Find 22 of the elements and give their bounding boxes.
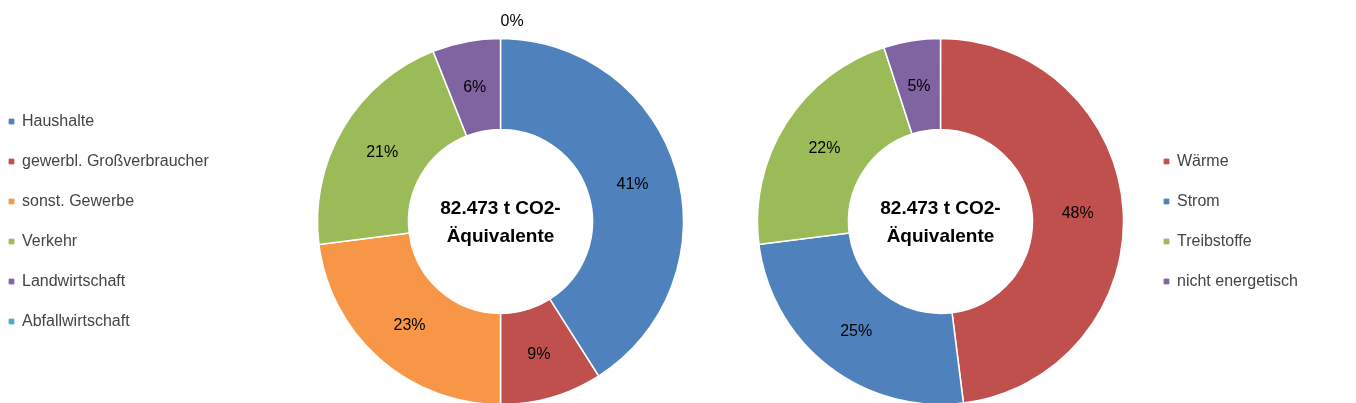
data-label: 9% bbox=[527, 345, 551, 363]
data-label: 6% bbox=[463, 77, 487, 95]
text: 0% bbox=[500, 12, 524, 29]
data-label: 21% bbox=[366, 143, 399, 161]
data-label: 22% bbox=[808, 139, 841, 157]
legend-label: gewerbl. Großverbraucher bbox=[22, 151, 209, 171]
legend-label: Strom bbox=[1177, 191, 1220, 211]
data-label: 41% bbox=[616, 174, 649, 192]
legend-label: Verkehr bbox=[22, 231, 78, 251]
legend-label: Haushalte bbox=[22, 111, 95, 131]
legend-label: nicht energetisch bbox=[1177, 271, 1298, 291]
text: 82.473 t CO2-Äquivalente bbox=[440, 197, 561, 246]
legend-label: Wärme bbox=[1177, 151, 1229, 171]
data-label: 23% bbox=[393, 316, 426, 334]
legend-label: Landwirtschaft bbox=[22, 271, 126, 291]
data-label: 48% bbox=[1061, 204, 1094, 222]
data-label: 5% bbox=[907, 77, 931, 95]
data-label: 25% bbox=[840, 321, 873, 339]
legend-label: sonst. Gewerbe bbox=[22, 191, 135, 211]
legend-label: Treibstoffe bbox=[1177, 231, 1252, 251]
text: 82.473 t CO2-Äquivalente bbox=[880, 197, 1001, 246]
legend-label: Abfallwirtschaft bbox=[22, 311, 130, 331]
